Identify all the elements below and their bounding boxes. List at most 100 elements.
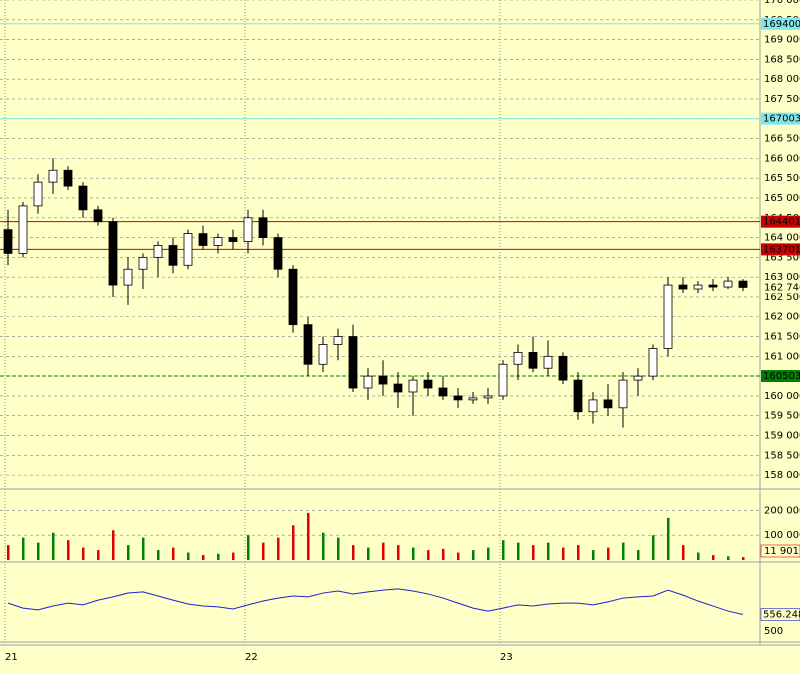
volume-bar xyxy=(577,545,580,560)
candle-body xyxy=(168,245,178,266)
y-tick-label: 159 500 xyxy=(764,411,800,422)
y-tick-label: 169 000 xyxy=(764,35,800,46)
volume-bar xyxy=(322,532,325,560)
volume-bar xyxy=(97,550,100,560)
candle-body xyxy=(363,375,373,389)
candle-body xyxy=(483,395,493,399)
candle-body xyxy=(273,237,283,270)
candle-body xyxy=(48,169,58,183)
y-tick-label: 500 xyxy=(764,626,783,637)
candle-body xyxy=(213,237,223,246)
volume-bar xyxy=(727,556,730,560)
price-level-label: 169400.0 xyxy=(763,19,800,30)
volume-bar xyxy=(472,550,475,560)
candle-body xyxy=(78,185,88,211)
price-level-label: 167003.0 xyxy=(763,114,800,125)
volume-bar xyxy=(292,525,295,560)
y-tick-label: 158 500 xyxy=(764,450,800,461)
candle-body xyxy=(318,344,328,365)
price-level-box xyxy=(761,215,800,228)
volume-bar xyxy=(217,553,220,560)
candle-body xyxy=(738,280,748,288)
indicator-line xyxy=(7,588,744,616)
volume-bar xyxy=(37,542,40,560)
candle-body xyxy=(228,237,238,242)
candle-body xyxy=(183,233,193,266)
candle-body xyxy=(108,221,118,286)
y-tick-label: 158 000 xyxy=(764,470,800,481)
candle-body xyxy=(678,284,688,290)
volume-bar xyxy=(142,537,145,560)
volume-bar xyxy=(307,512,310,560)
candle-body xyxy=(543,355,553,369)
volume-bar xyxy=(742,557,745,560)
candle-body xyxy=(18,205,28,254)
volume-bar xyxy=(127,545,130,560)
y-tick-label: 164 000 xyxy=(764,233,800,244)
y-tick-label: 168 000 xyxy=(764,74,800,85)
y-tick-label: 170 000 xyxy=(764,0,800,6)
volume-bar xyxy=(67,540,70,560)
candle-body xyxy=(648,348,658,377)
volume-bar xyxy=(697,552,700,560)
volume-bar xyxy=(502,540,505,560)
candle-body xyxy=(498,363,508,397)
x-tick-label: 22 xyxy=(245,652,258,663)
indicator-value-label: 556.2482 xyxy=(763,610,800,621)
y-tick-label: 159 000 xyxy=(764,431,800,442)
y-tick-label: 161 500 xyxy=(764,332,800,343)
volume-bar xyxy=(712,555,715,560)
price-level-box xyxy=(761,112,800,125)
last-volume-box xyxy=(760,544,800,558)
volume-bar xyxy=(397,545,400,560)
volume-bar xyxy=(52,532,55,560)
price-level-label: 160503. xyxy=(763,371,800,382)
y-tick-label: 162 000 xyxy=(764,312,800,323)
price-level-box xyxy=(761,243,800,256)
candle-body xyxy=(723,280,733,288)
volume-bar xyxy=(337,537,340,560)
candle-body xyxy=(528,351,538,369)
candle-body xyxy=(513,351,523,365)
volume-bar xyxy=(652,535,655,560)
candle-body xyxy=(138,256,148,270)
volume-bar xyxy=(427,550,430,560)
y-tick-label: 161 000 xyxy=(764,351,800,362)
volume-bar xyxy=(562,547,565,560)
volume-bar xyxy=(187,552,190,560)
candle-body xyxy=(468,397,478,401)
volume-bar xyxy=(22,537,25,560)
y-tick-label: 200 000 xyxy=(764,505,800,516)
y-tick-label: 165 500 xyxy=(764,173,800,184)
y-tick-label: 162 500 xyxy=(764,292,800,303)
candle-body xyxy=(258,217,268,238)
volume-bar xyxy=(262,542,265,560)
price-level-label: 163701. xyxy=(763,244,800,255)
volume-bar xyxy=(667,517,670,560)
volume-bar xyxy=(247,535,250,560)
candle-body xyxy=(153,245,163,258)
volume-bar xyxy=(82,547,85,560)
y-tick-label: 167 500 xyxy=(764,94,800,105)
price-level-box xyxy=(761,370,800,383)
candle-body xyxy=(423,379,433,389)
volume-bar xyxy=(517,542,520,560)
candle-body xyxy=(123,268,133,286)
candle-body xyxy=(438,387,448,397)
y-tick-label: 166 000 xyxy=(764,153,800,164)
volume-bar xyxy=(172,547,175,560)
volume-bar xyxy=(352,545,355,560)
volume-bar xyxy=(112,530,115,560)
volume-bar xyxy=(7,545,10,560)
volume-bar xyxy=(457,552,460,560)
volume-bar xyxy=(382,542,385,560)
candle-body xyxy=(393,383,403,393)
candle-body xyxy=(198,233,208,246)
last-volume-label: 11 901 xyxy=(764,546,799,557)
candle-body xyxy=(348,336,358,389)
volume-bar xyxy=(607,547,610,560)
volume-bar xyxy=(637,550,640,560)
candle-body xyxy=(408,379,418,393)
volume-bar xyxy=(532,545,535,560)
